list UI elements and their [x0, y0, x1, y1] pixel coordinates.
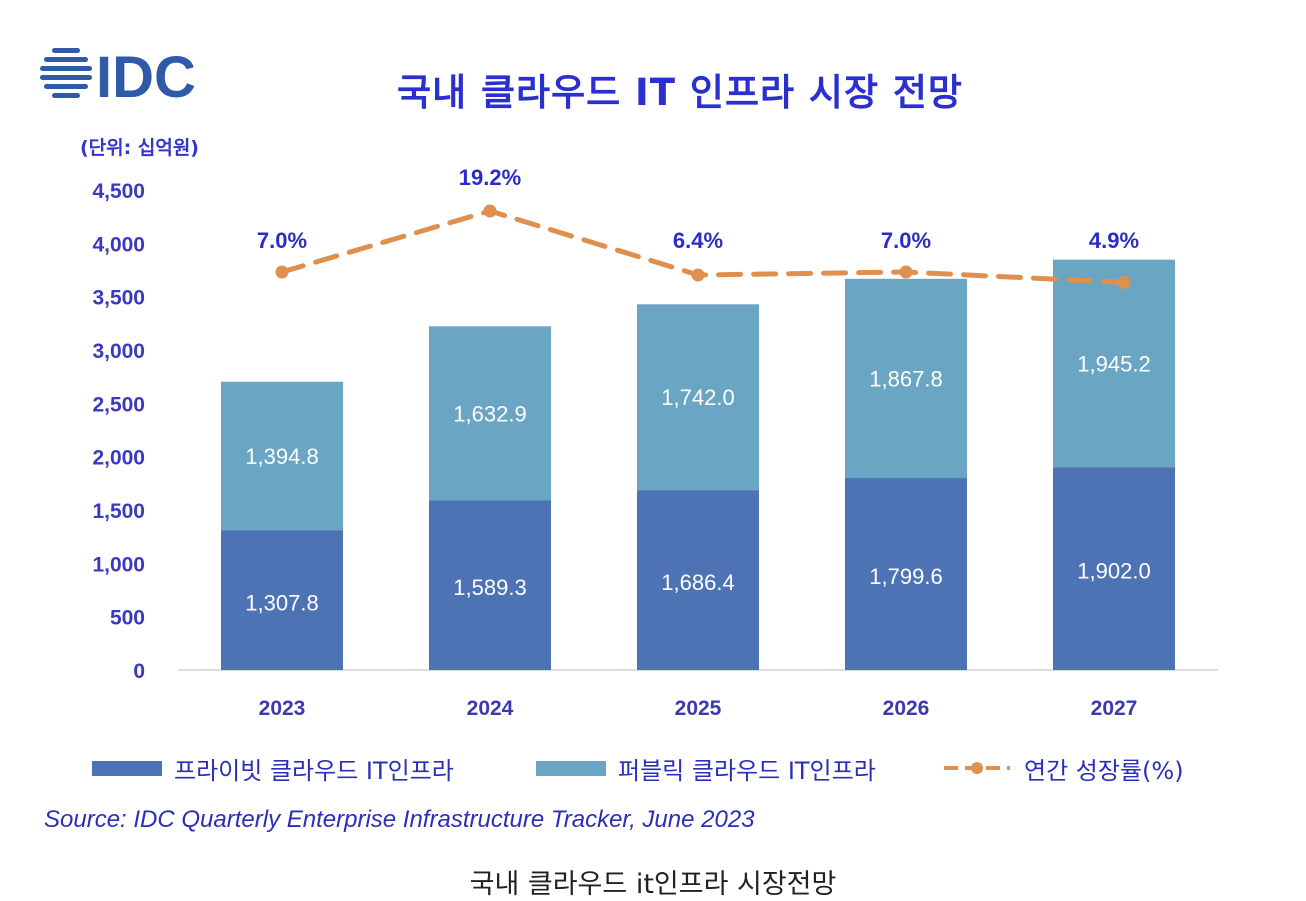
y-tick-label: 4,000	[92, 233, 145, 256]
x-tick-label: 2023	[259, 697, 306, 720]
growth-label: 7.0%	[881, 228, 931, 253]
x-tick-label: 2025	[675, 697, 722, 720]
y-tick-label: 1,000	[92, 553, 145, 576]
bar-public	[637, 304, 759, 491]
growth-label: 6.4%	[673, 228, 723, 253]
data-label-public: 1,742.0	[661, 385, 734, 410]
data-label-private: 1,799.6	[869, 564, 942, 589]
data-label-public: 1,867.8	[869, 366, 942, 391]
source-note: Source: IDC Quarterly Enterprise Infrast…	[44, 806, 755, 833]
legend-swatch-public	[536, 760, 606, 776]
legend-swatch-private	[92, 760, 162, 776]
legend-item-growth: 연간 성장률(%)	[942, 748, 1184, 788]
x-tick-label: 2024	[467, 697, 514, 720]
legend-item-private: 프라이빗 클라우드 IT인프라	[92, 748, 454, 788]
image-caption: 국내 클라우드 it인프라 시장전망	[469, 869, 837, 900]
y-tick-label: 3,500	[92, 287, 145, 310]
data-label-private: 1,307.8	[245, 590, 318, 615]
growth-point	[899, 265, 913, 279]
data-label-private: 1,589.3	[453, 575, 526, 600]
growth-label: 7.0%	[257, 228, 307, 253]
bar-private	[1053, 467, 1175, 670]
legend-line-growth	[944, 762, 1010, 774]
bar-public	[845, 278, 967, 479]
growth-point	[691, 268, 705, 282]
y-tick-label: 1,500	[92, 500, 145, 523]
bar-private	[845, 478, 967, 670]
x-tick-label: 2027	[1091, 697, 1138, 720]
y-tick-label: 2,000	[92, 447, 145, 470]
data-label-private: 1,902.0	[1077, 559, 1150, 584]
logo-text: IDC	[96, 45, 196, 110]
y-tick-label: 500	[110, 607, 145, 630]
chart-plot: 0 500 1,000 1,500 2,000 2,500 3,000 3,500 4,000 4…	[92, 165, 1218, 720]
legend-label-growth: 연간 성장률(%)	[1024, 756, 1184, 785]
bar-private	[429, 500, 551, 670]
unit-label: (단위: 십억원)	[80, 137, 199, 159]
bar-private	[221, 530, 343, 670]
x-tick-label: 2026	[883, 697, 930, 720]
growth-point	[483, 204, 497, 218]
y-tick-label: 4,500	[92, 180, 145, 203]
bar-private	[637, 490, 759, 670]
growth-label: 19.2%	[459, 165, 521, 190]
y-tick-label: 0	[133, 660, 145, 683]
y-tick-label: 2,500	[92, 393, 145, 416]
legend: 프라이빗 클라우드 IT인프라 퍼블릭 클라우드 IT인프라 연간 성장률(%)	[0, 748, 1306, 788]
growth-point	[1117, 276, 1131, 289]
growth-point	[275, 265, 289, 279]
data-label-public: 1,945.2	[1077, 351, 1150, 376]
legend-item-public: 퍼블릭 클라우드 IT인프라	[536, 748, 876, 788]
idc-logo: IDC	[40, 45, 196, 110]
bar-public	[1053, 259, 1175, 468]
legend-label-private: 프라이빗 클라우드 IT인프라	[174, 756, 454, 785]
bar-public	[221, 381, 343, 531]
bar-public	[429, 326, 551, 501]
data-label-public: 1,632.9	[453, 401, 526, 426]
chart-title: 국내 클라우드 IT 인프라 시장 전망	[397, 71, 963, 114]
data-label-public: 1,394.8	[245, 444, 318, 469]
y-tick-label: 3,000	[92, 340, 145, 363]
data-label-private: 1,686.4	[661, 570, 734, 595]
legend-label-public: 퍼블릭 클라우드 IT인프라	[618, 756, 876, 785]
growth-label: 4.9%	[1089, 228, 1139, 253]
